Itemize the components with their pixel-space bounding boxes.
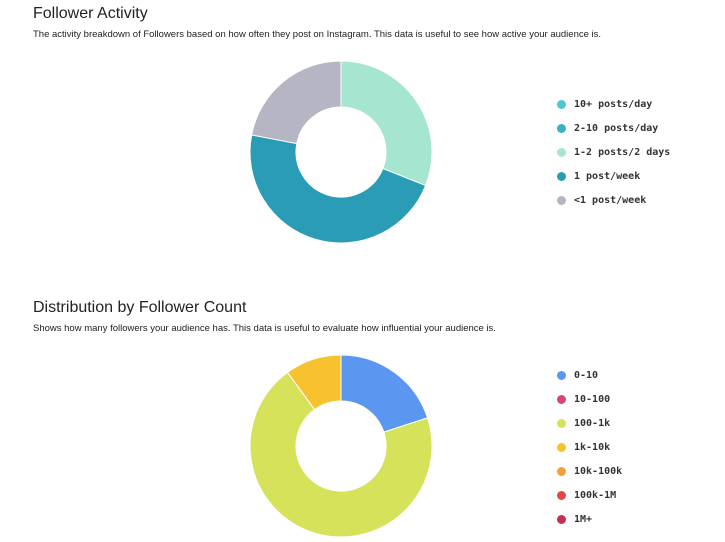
slice-1-post-week[interactable]: [249, 134, 427, 244]
legend-item-1-post-week[interactable]: <1 post/week: [557, 188, 670, 212]
legend-item-2-10-posts-day[interactable]: 2-10 posts/day: [557, 116, 670, 140]
chart-subtitle: The activity breakdown of Followers base…: [33, 29, 602, 40]
legend-label: 10+ posts/day: [574, 98, 653, 110]
legend-item-1-post-week[interactable]: 1 post/week: [557, 164, 670, 188]
legend-swatch: [557, 171, 566, 181]
follower-activity-legend: 10+ posts/day 2-10 posts/day 1-2 posts/2 d…: [557, 92, 670, 212]
legend-label: 2-10 posts/day: [574, 122, 659, 134]
chart-title: Distribution by Follower Count: [33, 299, 247, 316]
legend-swatch: [557, 195, 566, 205]
legend-label: 10-100: [574, 393, 611, 405]
legend-swatch: [557, 442, 566, 452]
legend-label: 1 post/week: [574, 170, 641, 182]
legend-label: 1-2 posts/2 days: [574, 146, 671, 158]
legend-label: 10k-100k: [574, 465, 623, 477]
legend-swatch: [557, 514, 566, 524]
legend-swatch: [557, 123, 566, 133]
follower-count-legend: 0-10 10-100 100-1k 1k-10k 10k-100k 100k-1M 1M+: [557, 363, 622, 531]
legend-item-10k-100k[interactable]: 10k-100k: [557, 459, 622, 483]
legend-item-1m[interactable]: 1M+: [557, 507, 622, 531]
legend-label: <1 post/week: [574, 194, 647, 206]
legend-label: 100-1k: [574, 417, 611, 429]
chart-title: Follower Activity: [33, 5, 148, 22]
legend-label: 1M+: [574, 513, 593, 525]
legend-swatch: [557, 370, 566, 380]
legend-swatch: [557, 99, 566, 109]
legend-item-10-100[interactable]: 10-100: [557, 387, 622, 411]
legend-swatch: [557, 394, 566, 404]
follower-count-section: Distribution by Follower Count Shows how…: [0, 294, 725, 542]
legend-label: 1k-10k: [574, 441, 611, 453]
slice-1-2-posts-2-days[interactable]: [340, 60, 433, 187]
legend-swatch: [557, 466, 566, 476]
slice-1k-10k[interactable]: [286, 354, 342, 411]
legend-item-100-1k[interactable]: 100-1k: [557, 411, 622, 435]
legend-swatch: [557, 147, 566, 157]
follower-activity-donut: [249, 60, 433, 244]
legend-item-10-posts-day[interactable]: 10+ posts/day: [557, 92, 670, 116]
slice-0-10[interactable]: [340, 354, 429, 433]
slice-100-1k[interactable]: [249, 371, 433, 538]
follower-activity-section: Follower Activity The activity breakdown…: [33, 5, 670, 244]
chart-subtitle: Shows how many followers your audience h…: [33, 323, 496, 334]
slice-1-post-week[interactable]: [251, 60, 342, 145]
legend-label: 100k-1M: [574, 489, 617, 501]
legend-item-1k-10k[interactable]: 1k-10k: [557, 435, 622, 459]
follower-count-donut: [249, 354, 433, 538]
legend-item-100k-1m[interactable]: 100k-1M: [557, 483, 622, 507]
legend-label: 0-10: [574, 369, 599, 381]
legend-item-1-2-posts-2-days[interactable]: 1-2 posts/2 days: [557, 140, 670, 164]
legend-swatch: [557, 418, 566, 428]
legend-item-0-10[interactable]: 0-10: [557, 363, 622, 387]
legend-swatch: [557, 490, 566, 500]
